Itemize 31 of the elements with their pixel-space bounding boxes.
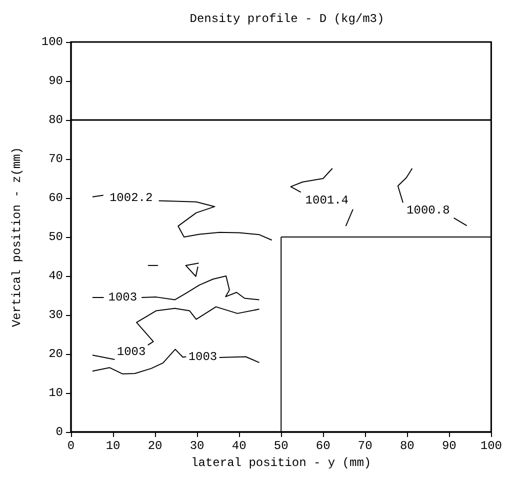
- y-tick-label: 30: [48, 308, 63, 322]
- y-axis-title: Vertical position - z(mm): [10, 146, 24, 328]
- y-tick-label: 40: [48, 269, 63, 283]
- x-axis-title: lateral position - y (mm): [191, 456, 372, 470]
- x-tick-label: 70: [358, 439, 372, 453]
- x-tick-label: 90: [442, 439, 456, 453]
- x-tick-label: 60: [316, 439, 330, 453]
- y-tick-label: 90: [48, 74, 63, 88]
- y-tick-label: 70: [48, 152, 63, 166]
- series-label: 1003: [108, 290, 138, 304]
- x-tick-label: 10: [106, 439, 120, 453]
- y-tick-label: 80: [48, 113, 63, 127]
- series-label: 1001.4: [305, 194, 349, 208]
- y-tick-label: 60: [48, 191, 63, 205]
- y-tick-label: 20: [48, 347, 63, 361]
- y-tick-label: 0: [56, 425, 63, 439]
- x-tick-label: 40: [232, 439, 246, 453]
- x-tick-label: 20: [148, 439, 162, 453]
- x-tick-label: 50: [274, 439, 288, 453]
- y-tick-label: 50: [48, 230, 63, 244]
- y-tick-label: 10: [48, 386, 63, 400]
- chart-title: Density profile - D (kg/m3): [190, 12, 384, 26]
- x-tick-label: 0: [67, 439, 75, 453]
- series-label: 1003: [188, 350, 218, 364]
- x-tick-label: 80: [400, 439, 414, 453]
- x-tick-label: 100: [480, 439, 502, 453]
- series-label: 1003: [116, 345, 146, 360]
- x-tick-label: 30: [190, 439, 204, 453]
- series-label: 1002.2: [109, 191, 153, 205]
- series-label: 1000.8: [406, 203, 450, 218]
- y-tick-label: 100: [41, 35, 63, 49]
